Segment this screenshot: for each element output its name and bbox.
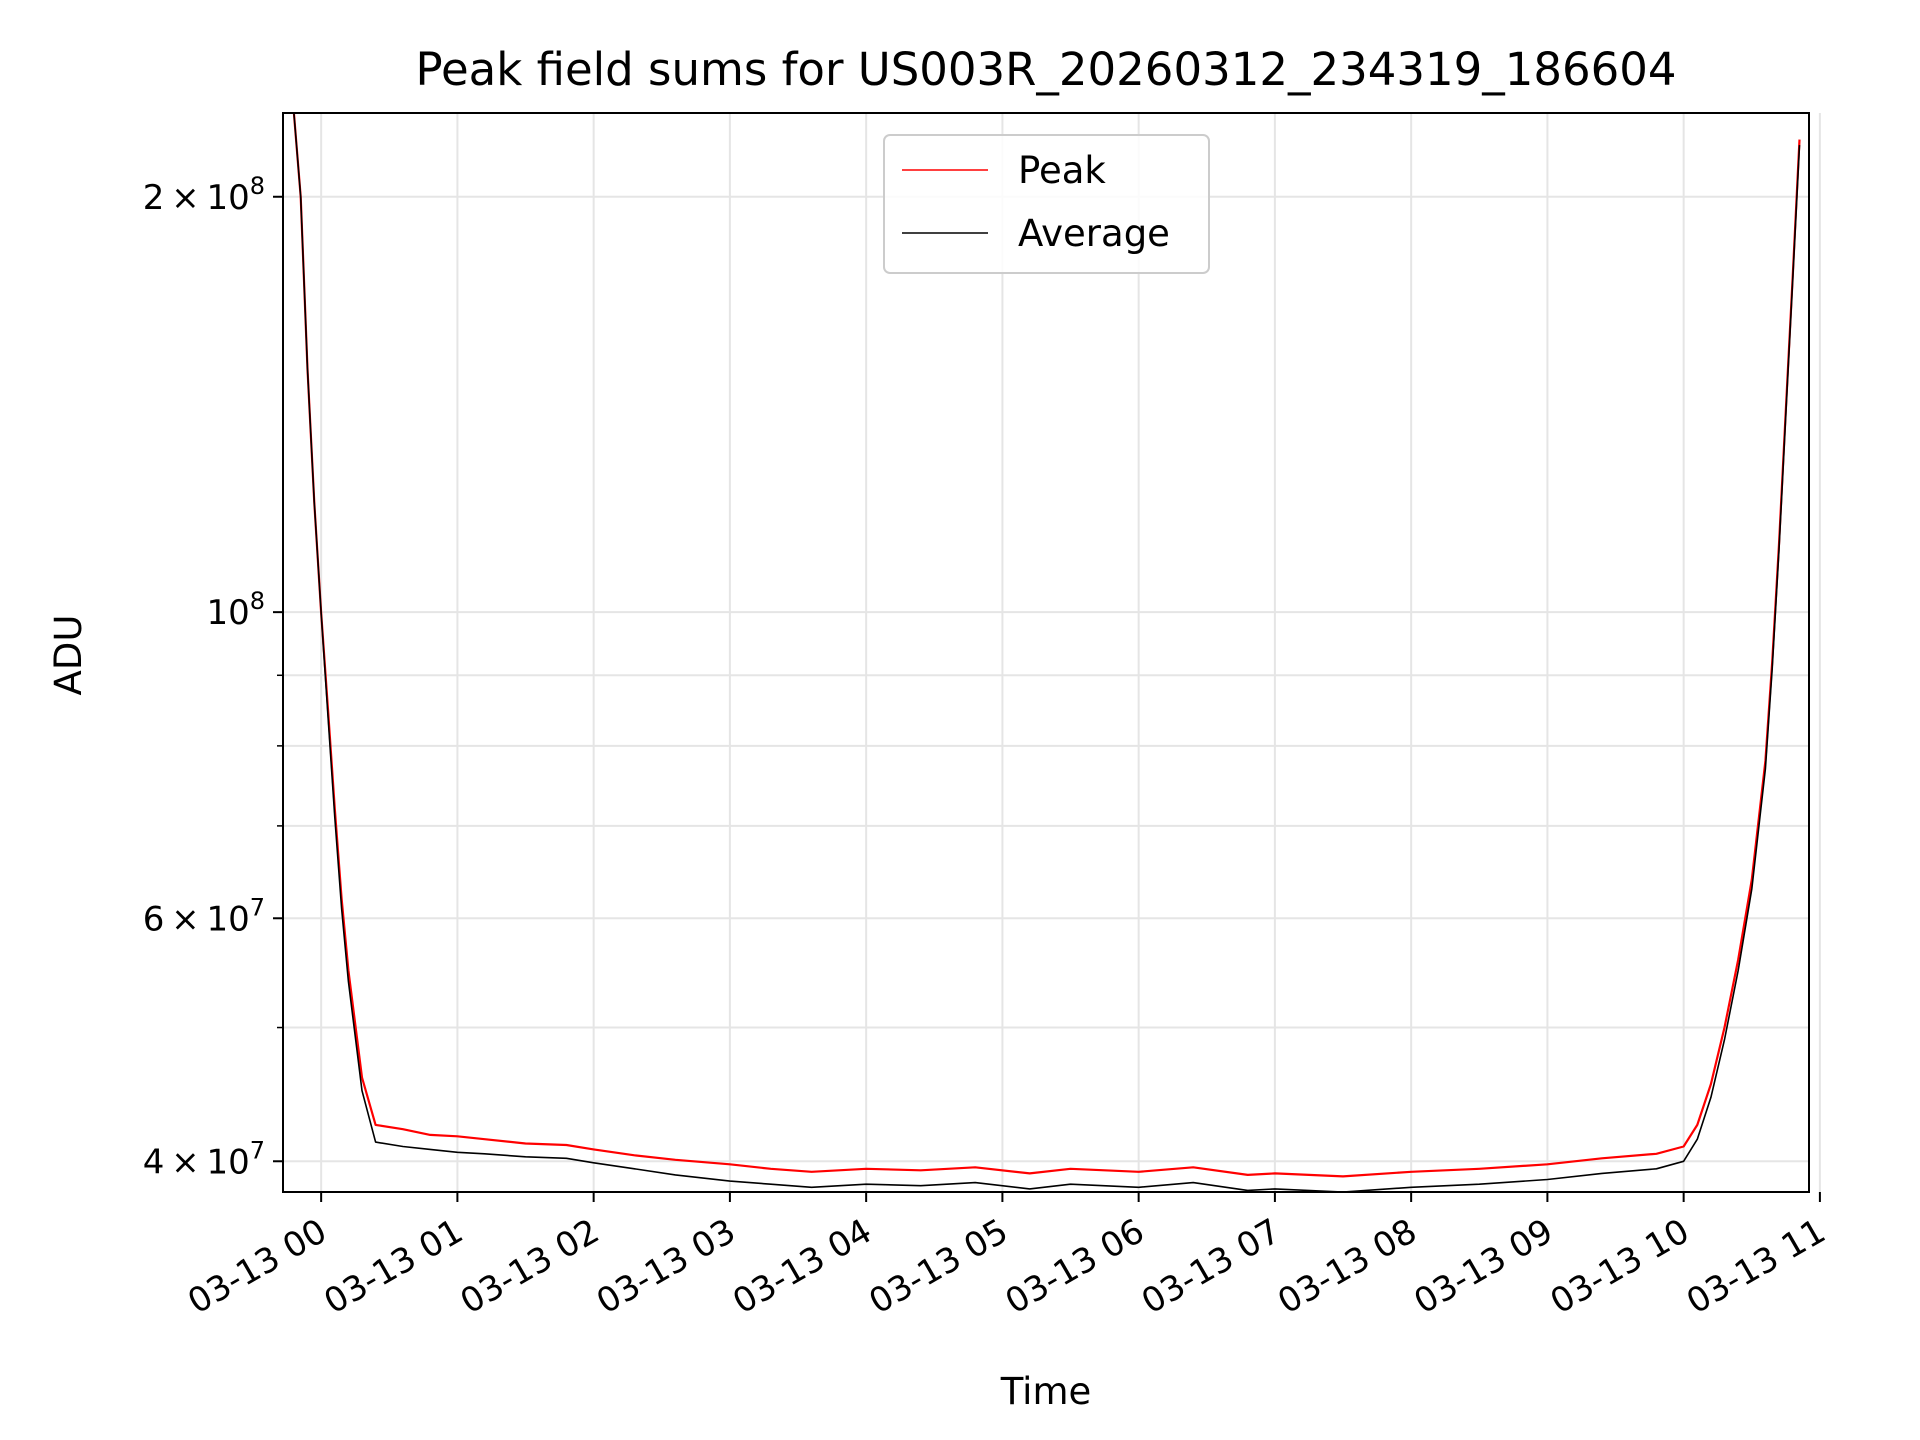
plot-frame bbox=[282, 112, 1810, 1193]
legend-peak-label: Peak bbox=[1018, 149, 1106, 192]
y-tick-label: 4 × 107 bbox=[143, 1136, 265, 1182]
legend-average-label: Average bbox=[1018, 212, 1170, 255]
y-axis: 4 × 107 6 × 107 108 2 × 108 bbox=[143, 172, 283, 1182]
series-layer bbox=[292, 113, 1801, 1192]
y-axis-label: ADU bbox=[47, 615, 90, 696]
legend: Peak Average bbox=[883, 134, 1210, 274]
y-tick-label: 6 × 107 bbox=[143, 893, 265, 939]
y-tick-label: 2 × 108 bbox=[143, 172, 265, 218]
chart-title: Peak field sums for US003R_20260312_2343… bbox=[415, 43, 1676, 96]
grid bbox=[283, 113, 1821, 1192]
x-axis-label: Time bbox=[1000, 1370, 1092, 1413]
series-peak-line bbox=[292, 113, 1801, 1178]
series-average-line bbox=[293, 113, 1801, 1192]
y-tick-label: 108 bbox=[206, 587, 265, 633]
